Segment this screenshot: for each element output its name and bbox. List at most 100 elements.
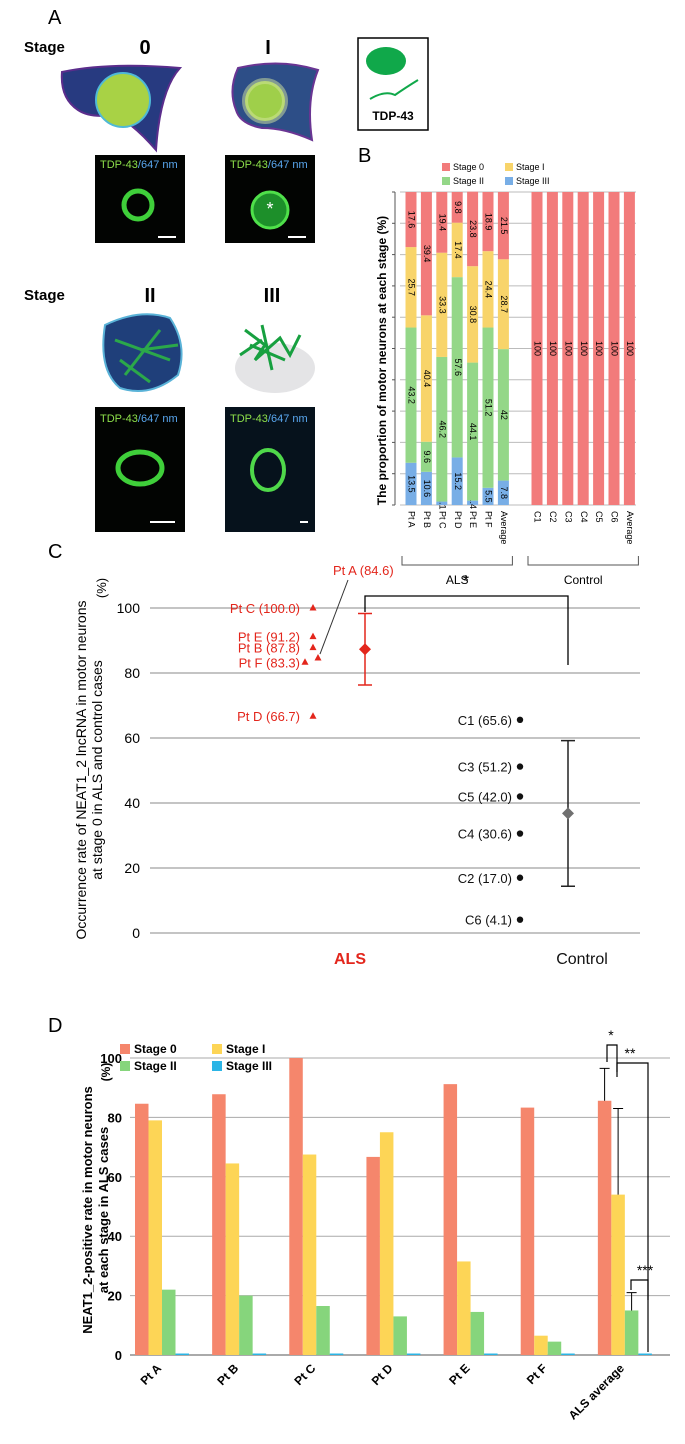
point [309, 712, 317, 719]
x-tick-label: Pt B [422, 511, 432, 528]
point [314, 654, 322, 661]
micrograph-label: TDP-43/647 nm [100, 159, 178, 171]
bar [534, 1335, 548, 1355]
bar-segment [482, 251, 494, 328]
x-tick-label: Average [625, 511, 635, 544]
channel-label: /647 nm [138, 159, 178, 171]
legend-swatch [212, 1044, 222, 1054]
y-axis-unit: (%) [99, 1063, 113, 1082]
data-label: 1.4 [468, 497, 478, 510]
data-label: 39.4 [422, 245, 432, 263]
x-tick-label: Pt B [214, 1361, 241, 1388]
nucleus [242, 78, 288, 124]
legend-swatch [442, 163, 450, 171]
data-label: 33.3 [437, 296, 447, 314]
x-tick-label: Pt A [407, 511, 417, 528]
data-label: 9.6 [422, 451, 432, 464]
data-label: 40.4 [422, 370, 432, 388]
bar [329, 1353, 344, 1355]
point-label: Pt C (100.0) [230, 601, 300, 616]
point-label: C2 (17.0) [458, 871, 512, 886]
bar [484, 1353, 498, 1355]
point [309, 604, 317, 611]
leader-line [319, 579, 349, 655]
micrograph-mark: * [266, 199, 273, 219]
channel-label: /647 nm [138, 413, 178, 425]
bar-segment [467, 362, 479, 501]
legend-label: Stage II [453, 176, 484, 186]
data-label: 100 [548, 341, 558, 356]
data-label: 43.2 [407, 386, 417, 404]
bar [252, 1353, 267, 1355]
x-tick-label: Pt D [453, 511, 463, 529]
bar [135, 1103, 149, 1355]
bar [239, 1295, 253, 1355]
bar-segment [482, 327, 494, 488]
x-tick-label: Pt C [437, 511, 447, 529]
legend-swatch [120, 1061, 130, 1071]
mean-marker [562, 807, 574, 820]
point-label: C5 (42.0) [458, 790, 512, 805]
significance-bracket [364, 595, 569, 665]
bar [406, 1353, 421, 1355]
bar [547, 1341, 562, 1355]
bar-segment [562, 192, 574, 505]
legend-label: Stage 0 [134, 1042, 177, 1056]
micrograph-label: TDP-43/647 nm [230, 413, 308, 425]
error-bar [613, 1107, 624, 1195]
legend-label: Stage I [226, 1042, 265, 1056]
stage-name: I [265, 37, 271, 59]
y-axis-label: at stage 0 in ALS and control cases [89, 660, 105, 879]
bar-segment [482, 487, 494, 505]
bar [470, 1311, 485, 1355]
micrograph [95, 155, 185, 243]
bar-segment [623, 192, 635, 505]
bar-segment [451, 457, 463, 505]
bar [148, 1120, 162, 1355]
bar-segment [531, 192, 543, 505]
bar-segment [482, 192, 494, 252]
bar-segment [436, 192, 448, 253]
data-label: 23.8 [468, 220, 478, 238]
data-label: 10.6 [422, 480, 432, 498]
point [301, 658, 309, 665]
bar [175, 1353, 189, 1355]
point-label: C1 (65.6) [458, 713, 512, 728]
legend-label: Stage I [516, 162, 545, 172]
error-bar [599, 1067, 610, 1101]
point-label: C3 (51.2) [458, 760, 512, 775]
significance-bracket [616, 1062, 649, 1300]
data-label: 30.8 [468, 306, 478, 324]
stage-name: 0 [139, 37, 150, 59]
point [516, 916, 524, 923]
legend-swatch [505, 163, 513, 171]
point-label: Pt B (87.8) [238, 641, 300, 656]
legend-swatch [212, 1061, 222, 1071]
x-tick-label: Pt E [446, 1361, 472, 1387]
micrograph-signal [250, 448, 286, 492]
data-label: 19.4 [437, 214, 447, 232]
data-label: 25.7 [407, 279, 417, 297]
y-axis-unit: (%) [94, 578, 109, 598]
legend-swatch [505, 177, 513, 185]
data-label: 15.2 [453, 472, 463, 490]
bar-segment [436, 356, 448, 502]
stage-label: Stage [24, 287, 65, 304]
point [309, 643, 317, 651]
legend-label: Stage III [516, 176, 550, 186]
micrograph-signal [115, 449, 165, 487]
legend-label: TDP-43 [372, 109, 414, 123]
x-tick-label: C4 [579, 511, 589, 523]
point-label: Pt F (83.3) [239, 655, 300, 670]
bar-segment [405, 247, 417, 328]
bar [366, 1156, 380, 1355]
point [516, 830, 524, 837]
channel-label: /647 nm [268, 159, 308, 171]
data-label: 100 [594, 341, 604, 356]
nucleus [95, 72, 151, 128]
error-bar [626, 1292, 637, 1311]
data-label: 7.8 [499, 487, 509, 500]
data-label: 17.4 [453, 241, 463, 259]
legend-label: Stage II [134, 1059, 177, 1073]
x-tick-label: Pt F [484, 511, 494, 528]
